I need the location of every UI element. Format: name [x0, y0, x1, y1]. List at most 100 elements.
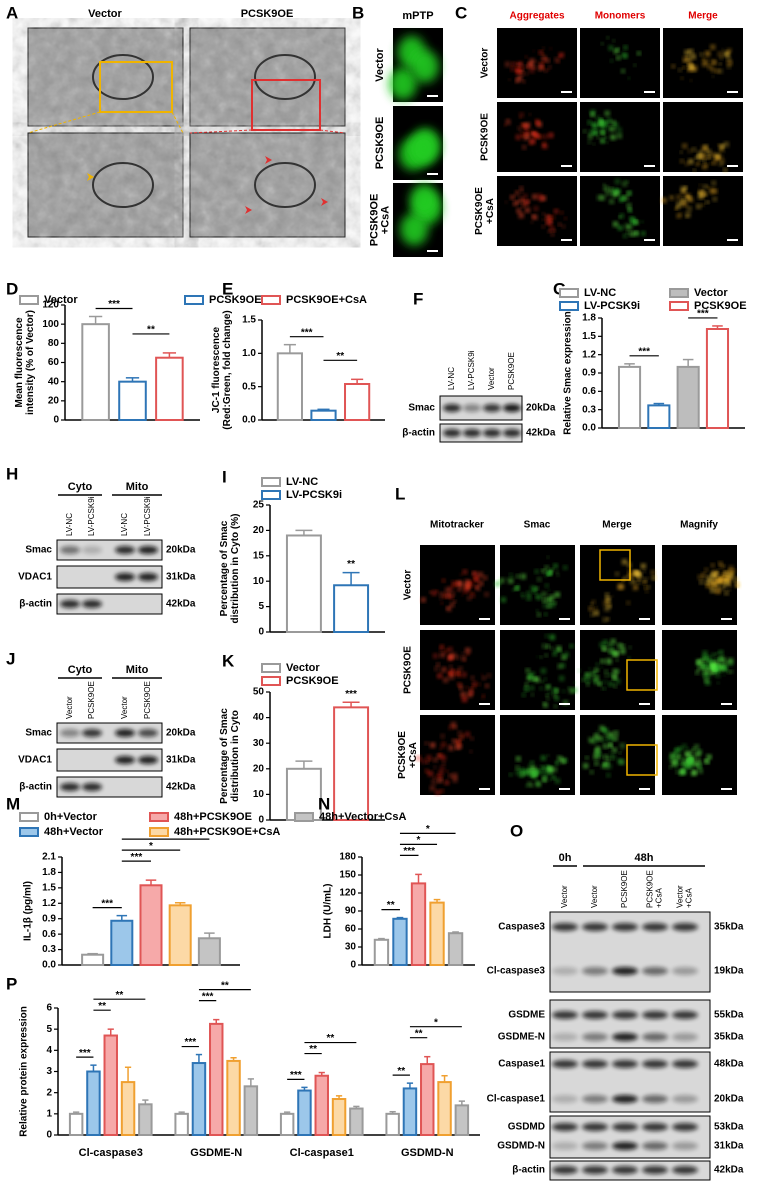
bar: [138, 1103, 153, 1137]
mito-signal: [421, 597, 426, 602]
lane-label: Vector: [65, 696, 74, 719]
y-axis-label: Relative protein expression: [19, 1006, 30, 1137]
mito-signal: [513, 201, 518, 206]
micrograph: [500, 715, 575, 795]
band-label: VDAC1: [18, 755, 52, 766]
mito-signal: [472, 685, 476, 688]
mito-signal: [536, 60, 539, 63]
mito-signal: [525, 683, 528, 686]
mito-signal: [533, 133, 536, 136]
mito-signal: [696, 155, 700, 159]
mito-signal: [592, 123, 598, 129]
band-size: 31kDa: [166, 572, 196, 583]
band-label: Caspase1: [498, 1059, 545, 1070]
lane-label: LV-NC: [65, 513, 74, 536]
mito-signal: [593, 143, 595, 145]
lane-group-label: Mito: [126, 481, 149, 493]
mito-signal: [723, 565, 726, 567]
y-tick-label: 1.8: [582, 313, 596, 324]
mito-signal: [504, 124, 507, 127]
mito-signal: [609, 673, 612, 677]
band-label: Smac: [408, 403, 435, 414]
column-header: Aggregates: [509, 11, 564, 22]
mito-signal: [605, 111, 610, 116]
zoom-guide: [27, 111, 101, 134]
mito-signal: [553, 564, 558, 568]
blot-band: [552, 1060, 578, 1068]
mito-signal: [630, 579, 635, 584]
mito-signal: [730, 670, 734, 673]
mito-signal: [628, 208, 632, 213]
bar: [168, 904, 192, 966]
mito-signal: [721, 566, 724, 569]
mito-signal: [687, 60, 693, 65]
mito-signal: [618, 225, 623, 230]
legend-label: LV-PCSK9i: [584, 300, 640, 312]
mito-signal: [532, 66, 536, 69]
lane-label: LV-PCSK9i: [87, 496, 96, 536]
y-tick-label: 40: [253, 712, 265, 723]
mito-signal: [712, 75, 715, 78]
y-tick-label: 0.0: [242, 415, 256, 426]
blot-band: [642, 1060, 668, 1068]
mito-signal: [598, 682, 602, 686]
significance-label: **: [347, 559, 355, 570]
mito-signal: [433, 653, 438, 658]
mito-signal: [448, 647, 453, 652]
band-size: 31kDa: [714, 1141, 744, 1152]
mito-signal: [688, 149, 692, 153]
mito-signal: [635, 572, 640, 577]
mito-signal: [520, 190, 524, 193]
y-tick-label: 100: [42, 319, 59, 330]
mito-signal: [637, 580, 641, 584]
mito-signal: [472, 681, 477, 686]
blot-band: [672, 1166, 698, 1174]
mito-signal: [684, 50, 690, 55]
y-tick-label: 0.0: [42, 960, 56, 971]
mito-signal: [600, 130, 604, 134]
mito-signal: [641, 231, 646, 236]
row-label: PCSK9OE: [480, 113, 491, 161]
mito-signal: [609, 648, 613, 653]
mito-signal: [440, 734, 445, 738]
mito-signal: [706, 656, 711, 660]
y-tick-label: 0.3: [42, 944, 56, 955]
micrograph: [580, 176, 660, 246]
mito-signal: [594, 672, 598, 675]
mito-signal: [634, 220, 638, 224]
mito-signal: [700, 53, 703, 56]
mito-signal: [524, 687, 529, 691]
mito-signal: [538, 66, 543, 71]
micrograph: [497, 102, 577, 172]
mito-signal: [719, 162, 723, 166]
mito-signal: [723, 674, 725, 676]
blot-band: [60, 729, 80, 737]
blot-band: [612, 923, 638, 931]
mito-signal: [606, 190, 611, 196]
mito-signal: [542, 766, 545, 769]
mito-signal: [595, 750, 601, 756]
mito-signal: [535, 134, 540, 139]
legend-label: 48h+Vector: [44, 826, 104, 838]
blot-band: [612, 1166, 638, 1174]
mito-signal: [458, 731, 462, 735]
blot-band: [443, 429, 461, 437]
mito-signal: [598, 120, 604, 126]
legend-swatch: [261, 663, 281, 673]
mito-signal: [426, 761, 429, 764]
mito-signal: [607, 126, 611, 130]
mito-signal: [453, 725, 457, 729]
significance-label: *: [149, 841, 153, 852]
mito-signal: [590, 612, 594, 617]
mito-signal: [682, 66, 686, 69]
significance-label: ***: [345, 689, 357, 700]
blot-band: [503, 404, 521, 412]
blot-membrane: [56, 748, 163, 772]
blot-band: [60, 546, 80, 554]
mito-signal: [536, 655, 539, 658]
mito-signal: [547, 556, 549, 559]
mito-signal: [505, 201, 508, 204]
mito-signal: [735, 582, 740, 588]
y-tick-label: 150: [339, 870, 356, 881]
